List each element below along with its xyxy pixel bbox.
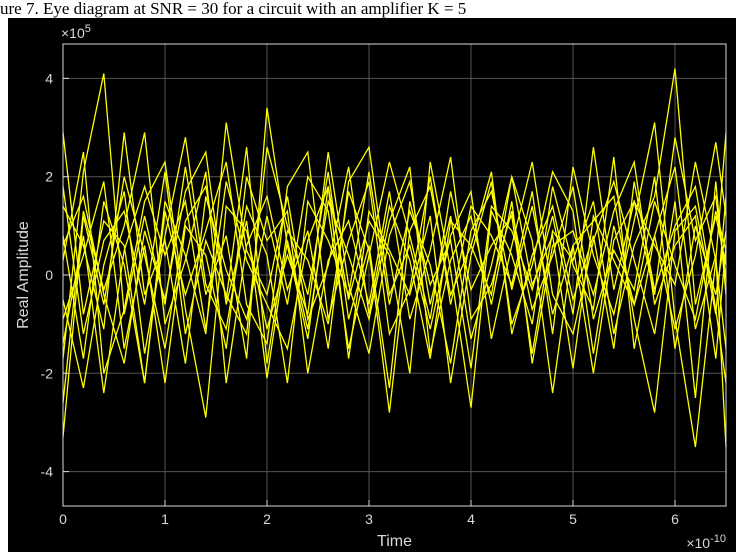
eye-trace-line	[62, 156, 727, 384]
x-tick-label: 3	[365, 511, 373, 527]
y-tick-label: 2	[45, 169, 53, 185]
eye-trace-line	[62, 142, 727, 394]
y-axis-label: Real Amplitude	[15, 221, 32, 329]
eye-diagram-figure: 0 1 2 3 4 5 6 -4 -2 0 2 4 ×105 ×10-10 Time Real Amp…	[8, 18, 736, 552]
x-exponent-label: ×10-10	[686, 533, 726, 551]
y-tick-label: 4	[45, 70, 53, 86]
eye-trace-line	[62, 151, 727, 418]
x-tick-label: 5	[569, 511, 577, 527]
x-tick-label: 4	[467, 511, 475, 527]
eye-trace-line	[62, 147, 727, 389]
y-tick-label: 0	[45, 267, 53, 283]
y-tick-label: -4	[41, 464, 54, 480]
x-tick-label: 6	[671, 511, 679, 527]
y-exponent-power: 5	[85, 23, 91, 35]
eye-trace-line	[62, 132, 727, 403]
y-tick-label: -2	[41, 365, 54, 381]
x-tick-label: 1	[161, 511, 169, 527]
x-exponent-power: -10	[710, 533, 726, 545]
eye-trace-line	[62, 149, 727, 379]
x-tick-label: 2	[263, 511, 271, 527]
x-exponent-base: ×10	[686, 535, 710, 551]
x-tick-label: 0	[59, 511, 67, 527]
x-axis-label: Time	[377, 533, 412, 550]
trace-lines	[62, 68, 727, 448]
y-exponent-base: ×10	[61, 25, 85, 41]
figure-caption: ure 7. Eye diagram at SNR = 30 for a cir…	[0, 0, 467, 18]
axis-ticks: 0 1 2 3 4 5 6 -4 -2 0 2 4	[41, 70, 680, 527]
y-exponent-label: ×105	[61, 23, 91, 41]
